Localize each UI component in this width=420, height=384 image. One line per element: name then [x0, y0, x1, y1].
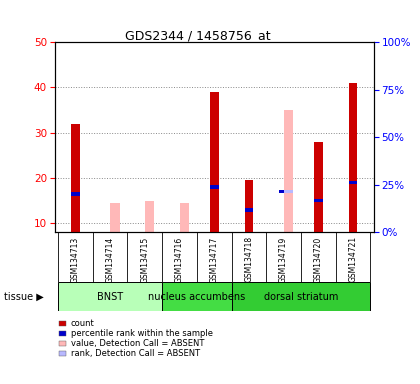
Text: tissue ▶: tissue ▶ — [4, 291, 44, 301]
Text: GSM134718: GSM134718 — [244, 236, 253, 283]
Text: GSM134721: GSM134721 — [349, 236, 357, 283]
Text: nucleus accumbens: nucleus accumbens — [148, 291, 245, 302]
Text: value, Detection Call = ABSENT: value, Detection Call = ABSENT — [71, 339, 204, 348]
Bar — [349, 83, 357, 232]
Text: percentile rank within the sample: percentile rank within the sample — [71, 329, 213, 338]
Text: dorsal striatum: dorsal striatum — [264, 291, 338, 302]
Text: BNST: BNST — [97, 291, 123, 302]
Bar — [71, 192, 80, 196]
Text: rank, Detection Call = ABSENT: rank, Detection Call = ABSENT — [71, 349, 200, 358]
Text: GSM134720: GSM134720 — [314, 236, 323, 283]
Bar — [231, 282, 370, 311]
Bar — [179, 203, 189, 232]
Bar — [210, 92, 218, 232]
Bar — [244, 180, 253, 232]
Bar — [110, 203, 120, 232]
Bar — [162, 282, 231, 311]
Text: GSM134713: GSM134713 — [71, 236, 80, 283]
Bar — [349, 181, 357, 184]
Bar — [71, 124, 80, 232]
Text: GSM134714: GSM134714 — [105, 236, 115, 283]
Text: GSM134719: GSM134719 — [279, 236, 288, 283]
Bar — [314, 142, 323, 232]
Text: GSM134715: GSM134715 — [140, 236, 149, 283]
Text: GDS2344 / 1458756_at: GDS2344 / 1458756_at — [125, 29, 270, 42]
Bar — [145, 200, 155, 232]
Text: count: count — [71, 319, 94, 328]
Bar — [210, 185, 218, 189]
Bar — [284, 110, 293, 232]
Text: GSM134717: GSM134717 — [210, 236, 219, 283]
Bar — [279, 190, 288, 194]
Bar — [314, 199, 323, 202]
Bar — [284, 190, 293, 194]
Bar — [58, 282, 162, 311]
Bar — [244, 208, 253, 212]
Text: GSM134716: GSM134716 — [175, 236, 184, 283]
